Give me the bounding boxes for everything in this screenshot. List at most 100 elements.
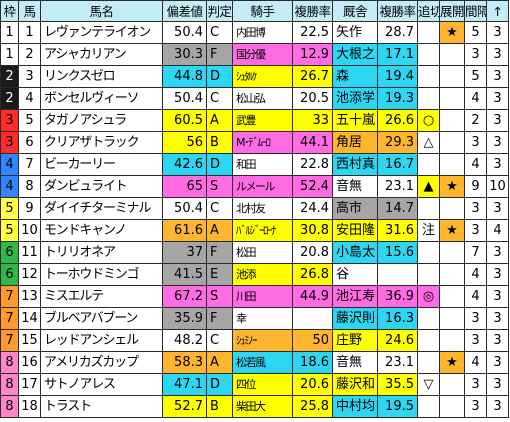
cell-waku: 7 xyxy=(0,286,19,308)
cell-kankaku2: 3 xyxy=(487,352,509,374)
cell-rate1: 20.8 xyxy=(293,242,333,264)
cell-tenkai xyxy=(440,154,465,176)
cell-name: クリアザトラック xyxy=(41,132,163,154)
cell-name: ビーカーリー xyxy=(41,154,163,176)
cell-rate2: 23.1 xyxy=(378,176,418,198)
cell-waku: 1 xyxy=(0,22,19,44)
cell-kankaku2: 3 xyxy=(487,88,509,110)
cell-rate2: 19.5 xyxy=(378,396,418,418)
cell-hantei: D xyxy=(207,66,233,88)
cell-hensachi: 56 xyxy=(163,132,207,154)
cell-uma: 14 xyxy=(19,308,41,330)
cell-rate1: 44.1 xyxy=(293,132,333,154)
cell-kishu: 幸 xyxy=(233,308,293,330)
cell-kishu: 四位 xyxy=(233,374,293,396)
cell-hantei: A xyxy=(207,110,233,132)
cell-tenkai xyxy=(440,44,465,66)
cell-name: レッドアンシェル xyxy=(41,330,163,352)
cell-kyusha: 角居 xyxy=(333,132,378,154)
cell-kankaku2: 3 xyxy=(487,396,509,418)
cell-tenkai xyxy=(440,330,465,352)
cell-kishu: 柴田大 xyxy=(233,396,293,418)
cell-kankaku: 7 xyxy=(465,242,487,264)
cell-kishu: 和田 xyxy=(233,154,293,176)
cell-kankaku2: 4 xyxy=(487,220,509,242)
cell-hensachi: 50.4 xyxy=(163,22,207,44)
cell-uma: 3 xyxy=(19,66,41,88)
header-hantei: 判定 xyxy=(207,0,233,22)
cell-kyusha: 矢作 xyxy=(333,22,378,44)
cell-rate1 xyxy=(293,308,333,330)
cell-rate1: 26.7 xyxy=(293,66,333,88)
cell-name: アシャカリアン xyxy=(41,44,163,66)
cell-kankaku: 3 xyxy=(465,374,487,396)
cell-kankaku: 3 xyxy=(465,220,487,242)
cell-rate2: 14.7 xyxy=(378,198,418,220)
cell-hensachi: 65 xyxy=(163,176,207,198)
cell-uma: 4 xyxy=(19,88,41,110)
cell-kankaku2: 3 xyxy=(487,242,509,264)
cell-hensachi: 42.6 xyxy=(163,154,207,176)
cell-rate1: 18.6 xyxy=(293,352,333,374)
cell-hantei: S xyxy=(207,176,233,198)
cell-oikiri xyxy=(418,396,440,418)
cell-kishu: ルメール xyxy=(233,176,293,198)
cell-waku: 8 xyxy=(0,374,19,396)
cell-uma: 10 xyxy=(19,220,41,242)
cell-tenkai: ★ xyxy=(440,352,465,374)
header-kishu: 騎手 xyxy=(233,0,293,22)
cell-kyusha: 音無 xyxy=(333,176,378,198)
cell-oikiri: ◎ xyxy=(418,286,440,308)
cell-kishu: 内田博 xyxy=(233,22,293,44)
cell-name: モンドキャンノ xyxy=(41,220,163,242)
cell-kishu: 池添 xyxy=(233,264,293,286)
cell-kishu: ｼｭﾀﾙｹ xyxy=(233,66,293,88)
cell-rate2: 35.5 xyxy=(378,374,418,396)
cell-uma: 12 xyxy=(19,264,41,286)
cell-kankaku: 3 xyxy=(465,198,487,220)
cell-uma: 13 xyxy=(19,286,41,308)
cell-oikiri xyxy=(418,352,440,374)
cell-kyusha: 五十嵐 xyxy=(333,110,378,132)
header-uma: 馬 xyxy=(19,0,41,22)
header-oikiri: 追切 xyxy=(418,0,440,22)
cell-rate2: 26.6 xyxy=(378,110,418,132)
cell-waku: 8 xyxy=(0,352,19,374)
cell-rate1: 22.8 xyxy=(293,154,333,176)
cell-name: ボンセルヴィーソ xyxy=(41,88,163,110)
cell-rate1: 25.8 xyxy=(293,396,333,418)
cell-hantei: C xyxy=(207,330,233,352)
cell-kankaku: 3 xyxy=(465,308,487,330)
cell-hantei: C xyxy=(207,198,233,220)
cell-rate1: 12.9 xyxy=(293,44,333,66)
cell-kankaku2: 3 xyxy=(487,66,509,88)
cell-hantei: S xyxy=(207,286,233,308)
cell-uma: 6 xyxy=(19,132,41,154)
cell-oikiri: ○ xyxy=(418,110,440,132)
cell-kyusha: 藤沢則 xyxy=(333,308,378,330)
cell-oikiri xyxy=(418,154,440,176)
cell-name: ダンビュライト xyxy=(41,176,163,198)
cell-kankaku: 4 xyxy=(465,154,487,176)
cell-oikiri: 注 xyxy=(418,220,440,242)
cell-hantei: D xyxy=(207,374,233,396)
cell-name: ダイイチターミナル xyxy=(41,198,163,220)
cell-kankaku2: 3 xyxy=(487,154,509,176)
cell-uma: 15 xyxy=(19,330,41,352)
cell-kishu: M･ﾃﾞﾑｰﾛ xyxy=(233,132,293,154)
cell-rate2: 19.3 xyxy=(378,88,418,110)
header-fuku_rate_2: 複勝率 xyxy=(378,0,418,22)
cell-rate1: 50 xyxy=(293,330,333,352)
cell-kankaku: 4 xyxy=(465,352,487,374)
cell-oikiri xyxy=(418,44,440,66)
cell-kishu: 松若風 xyxy=(233,352,293,374)
cell-kankaku: 3 xyxy=(465,330,487,352)
cell-oikiri xyxy=(418,308,440,330)
cell-tenkai xyxy=(440,264,465,286)
cell-oikiri: ▽ xyxy=(418,374,440,396)
cell-kyusha: 庄野 xyxy=(333,330,378,352)
cell-rate1: 20.6 xyxy=(293,374,333,396)
cell-rate1: 22.5 xyxy=(293,22,333,44)
cell-kankaku: 3 xyxy=(465,132,487,154)
